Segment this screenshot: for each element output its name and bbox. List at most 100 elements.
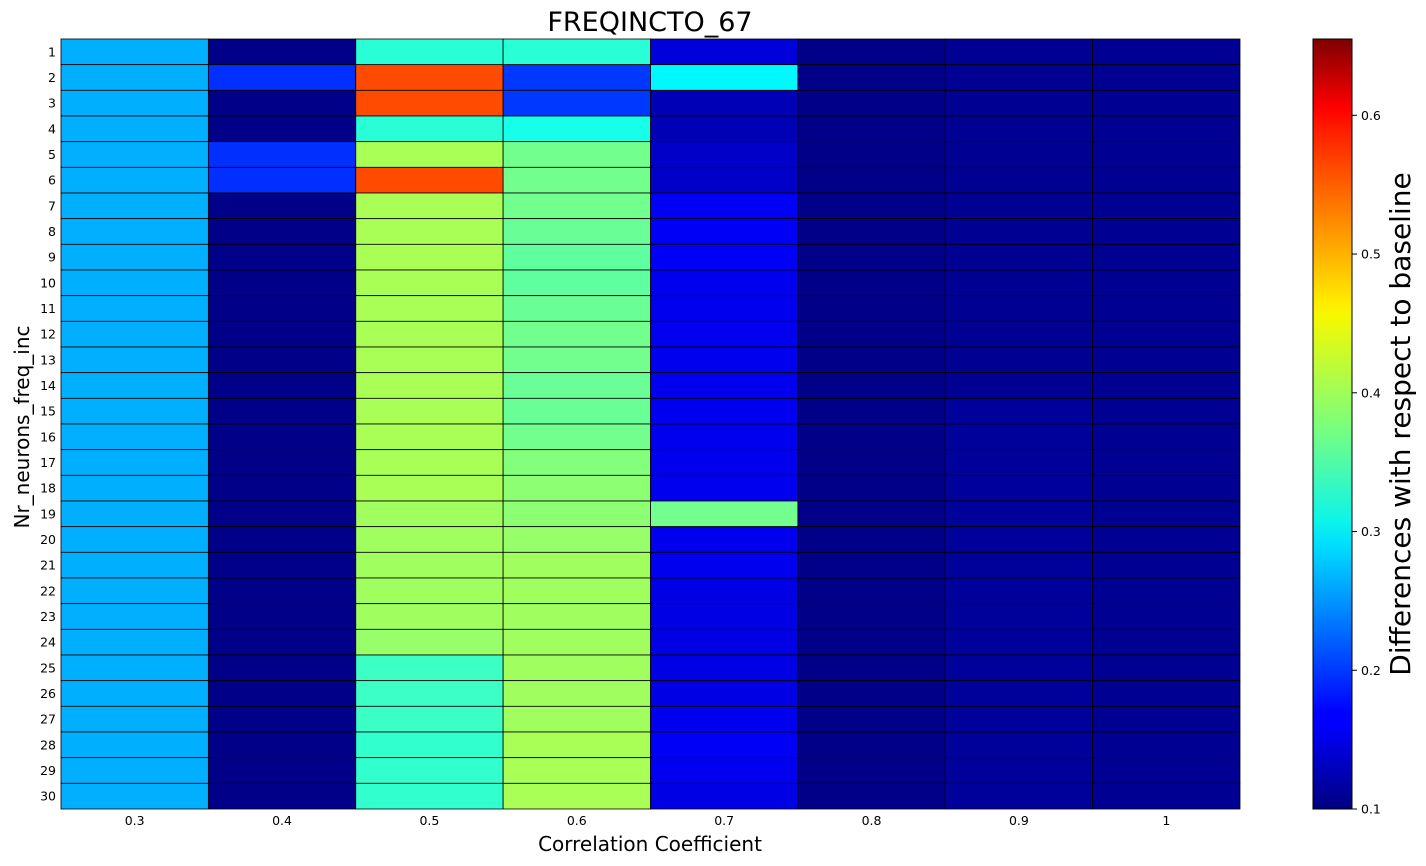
heatmap-cell	[355, 423, 504, 451]
heatmap-cell	[355, 115, 504, 143]
heatmap-cell	[944, 243, 1094, 271]
heatmap-cell	[355, 654, 504, 682]
heatmap-cell	[650, 64, 799, 91]
heatmap-cell	[60, 500, 209, 528]
heatmap-cell	[944, 603, 1094, 630]
heatmap-cell	[1092, 577, 1241, 605]
heatmap-cell	[1092, 603, 1241, 630]
heatmap-cell	[1092, 218, 1241, 245]
y-tick-label: 2	[48, 70, 56, 85]
heatmap-cell	[502, 89, 651, 117]
heatmap-cell	[207, 603, 357, 630]
heatmap-cell	[797, 320, 946, 348]
heatmap-cell	[650, 397, 799, 425]
heatmap-cell	[502, 423, 651, 451]
x-axis-label: Correlation Coefficient	[538, 832, 762, 856]
heatmap-cell	[355, 705, 504, 733]
y-tick-label: 13	[40, 352, 56, 367]
heatmap-cell	[944, 654, 1094, 682]
heatmap-cell	[1092, 115, 1241, 143]
heatmap-cell	[502, 397, 651, 425]
heatmap-cell	[1092, 243, 1241, 271]
colorbar	[1312, 38, 1353, 810]
heatmap-cell	[650, 115, 799, 143]
heatmap-cell	[944, 64, 1094, 91]
heatmap-cell	[355, 577, 504, 605]
heatmap-cell	[207, 115, 357, 143]
heatmap-cell	[650, 423, 799, 451]
heatmap-cell	[207, 192, 357, 220]
heatmap-cell	[207, 474, 357, 502]
heatmap-cell	[797, 89, 946, 117]
heatmap-cell	[797, 782, 946, 810]
heatmap-cell	[944, 449, 1094, 476]
heatmap-cell	[60, 192, 209, 220]
heatmap-cell	[1092, 474, 1241, 502]
heatmap-cell	[502, 757, 651, 784]
colorbar-tick-label: 0.2	[1361, 663, 1381, 678]
heatmap-cell	[797, 397, 946, 425]
heatmap-cell	[650, 269, 799, 297]
heatmap-cell	[60, 577, 209, 605]
heatmap-cell	[650, 654, 799, 682]
heatmap-cell	[944, 705, 1094, 733]
y-tick-label: 28	[40, 737, 56, 752]
heatmap-cell	[1092, 654, 1241, 682]
heatmap-cell	[60, 372, 209, 399]
heatmap-cell	[355, 397, 504, 425]
heatmap-cell	[60, 115, 209, 143]
heatmap-cell	[650, 320, 799, 348]
heatmap-cell	[502, 243, 651, 271]
y-tick-label: 29	[40, 763, 56, 778]
heatmap-cell	[207, 295, 357, 322]
heatmap-cell	[797, 654, 946, 682]
heatmap-cell	[60, 320, 209, 348]
heatmap-cell	[502, 166, 651, 194]
heatmap-cell	[502, 449, 651, 476]
heatmap-cell	[355, 603, 504, 630]
heatmap-cell	[60, 474, 209, 502]
heatmap-cell	[944, 269, 1094, 297]
heatmap-cell	[60, 141, 209, 168]
heatmap-cell	[355, 526, 504, 553]
y-tick-label: 11	[40, 301, 56, 316]
y-tick-label: 20	[40, 532, 56, 547]
heatmap-cell	[797, 577, 946, 605]
heatmap-cell	[650, 346, 799, 374]
heatmap-cell	[355, 38, 504, 66]
heatmap-cell	[944, 218, 1094, 245]
y-tick-label: 14	[40, 378, 56, 393]
heatmap-cell	[1092, 346, 1241, 374]
heatmap-cell	[502, 680, 651, 707]
x-tick-label: 0.6	[567, 813, 587, 828]
heatmap-cell	[944, 526, 1094, 553]
heatmap-cell	[355, 89, 504, 117]
heatmap-cell	[650, 243, 799, 271]
heatmap-cell	[944, 423, 1094, 451]
heatmap-cell	[1092, 320, 1241, 348]
heatmap-cell	[797, 680, 946, 707]
heatmap-cell	[944, 346, 1094, 374]
x-tick-label: 1	[1162, 813, 1170, 828]
heatmap-cell	[944, 192, 1094, 220]
heatmap-cell	[502, 192, 651, 220]
heatmap-cell	[207, 423, 357, 451]
x-tick-label: 0.4	[272, 813, 292, 828]
heatmap-cell	[502, 64, 651, 91]
heatmap-cell	[60, 166, 209, 194]
heatmap-cell	[207, 654, 357, 682]
heatmap-cell	[207, 757, 357, 784]
heatmap-cell	[355, 372, 504, 399]
heatmap-cell	[944, 141, 1094, 168]
y-tick-label: 21	[40, 558, 56, 573]
heatmap-cell	[207, 218, 357, 245]
y-tick-label: 16	[40, 429, 56, 444]
heatmap-cell	[355, 346, 504, 374]
x-axis-ticks: 0.3 0.4 0.5 0.6 0.7 0.8 0.9 1	[125, 813, 1171, 828]
heatmap-cell	[797, 269, 946, 297]
heatmap-cell	[1092, 192, 1241, 220]
heatmap-cell	[207, 526, 357, 553]
heatmap-cell	[355, 243, 504, 271]
heatmap-cell	[502, 474, 651, 502]
heatmap-cell	[797, 218, 946, 245]
